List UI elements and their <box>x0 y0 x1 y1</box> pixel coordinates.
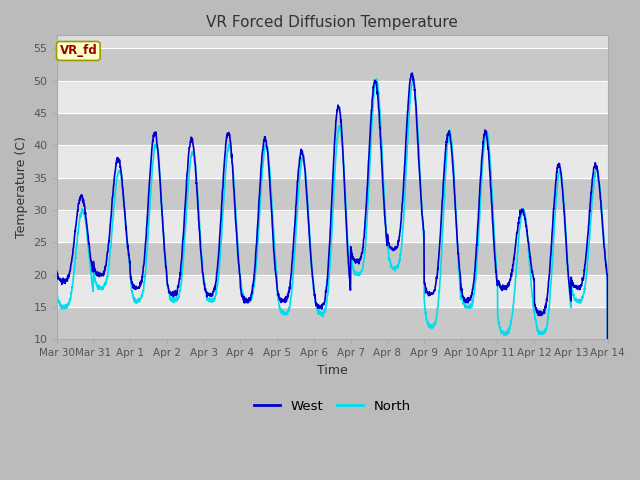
X-axis label: Time: Time <box>317 364 348 377</box>
West <box>348 252 356 257</box>
West <box>408 70 416 76</box>
Text: VR_fd: VR_fd <box>60 45 97 58</box>
West <box>360 236 368 241</box>
West <box>571 284 579 290</box>
Bar <box>57 48 608 81</box>
North <box>373 76 381 82</box>
North <box>556 169 563 175</box>
Line: West: West <box>57 73 608 406</box>
Bar <box>57 113 608 145</box>
West <box>556 162 563 168</box>
North <box>360 257 368 263</box>
Title: VR Forced Diffusion Temperature: VR Forced Diffusion Temperature <box>206 15 458 30</box>
West <box>53 268 61 274</box>
Bar <box>57 210 608 242</box>
North <box>493 265 500 271</box>
North <box>604 401 612 407</box>
North <box>53 291 61 297</box>
North <box>571 297 579 302</box>
Bar <box>57 145 608 178</box>
Bar <box>57 307 608 339</box>
Bar <box>57 81 608 113</box>
Legend: West, North: West, North <box>248 394 416 418</box>
Line: North: North <box>57 79 608 404</box>
North <box>207 298 214 304</box>
Bar <box>57 242 608 275</box>
Bar <box>57 178 608 210</box>
West <box>207 292 214 298</box>
North <box>348 260 356 265</box>
West <box>493 275 500 280</box>
Bar <box>57 275 608 307</box>
West <box>604 403 612 409</box>
Y-axis label: Temperature (C): Temperature (C) <box>15 136 28 238</box>
